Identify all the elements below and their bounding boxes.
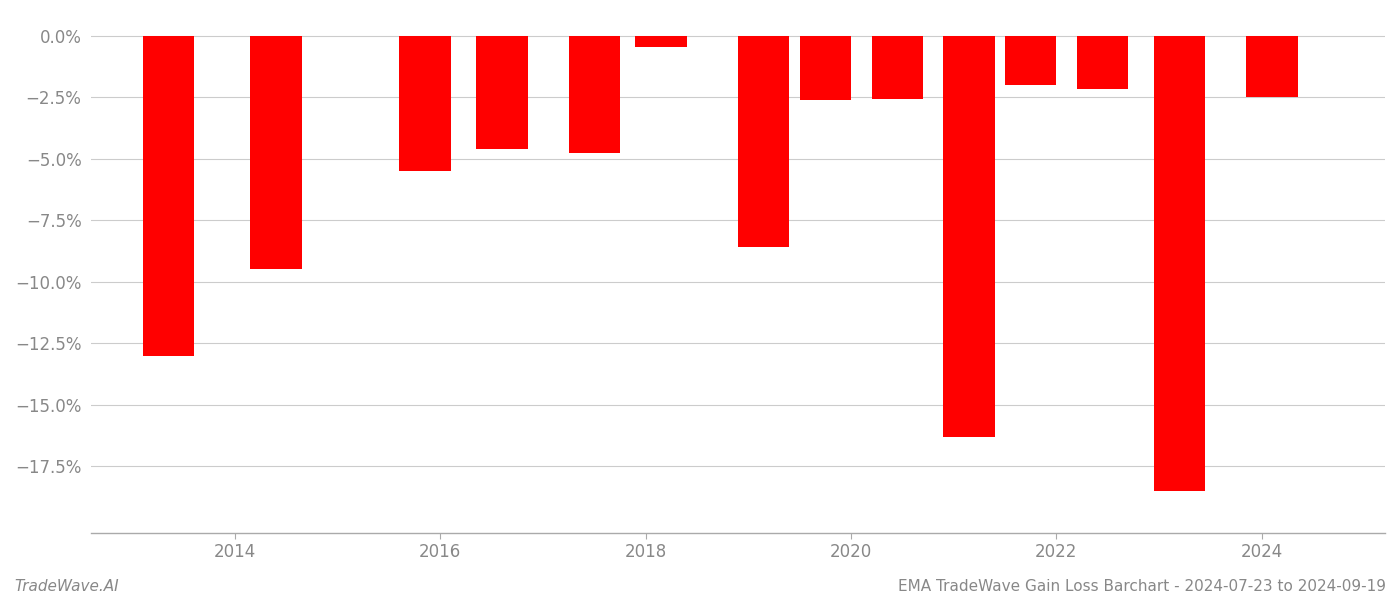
Bar (636, 36, 687, 47)
Bar (944, 36, 995, 437)
Bar (143, 36, 195, 356)
Bar (1005, 36, 1057, 85)
Bar (1246, 36, 1298, 97)
Bar (476, 36, 528, 149)
Text: EMA TradeWave Gain Loss Barchart - 2024-07-23 to 2024-09-19: EMA TradeWave Gain Loss Barchart - 2024-… (897, 579, 1386, 594)
Bar (1154, 36, 1205, 491)
Bar (399, 36, 451, 171)
Bar (568, 36, 620, 152)
Bar (251, 36, 302, 269)
Bar (1077, 36, 1128, 89)
Bar (738, 36, 790, 247)
Text: TradeWave.AI: TradeWave.AI (14, 579, 119, 594)
Bar (799, 36, 851, 100)
Bar (872, 36, 923, 98)
